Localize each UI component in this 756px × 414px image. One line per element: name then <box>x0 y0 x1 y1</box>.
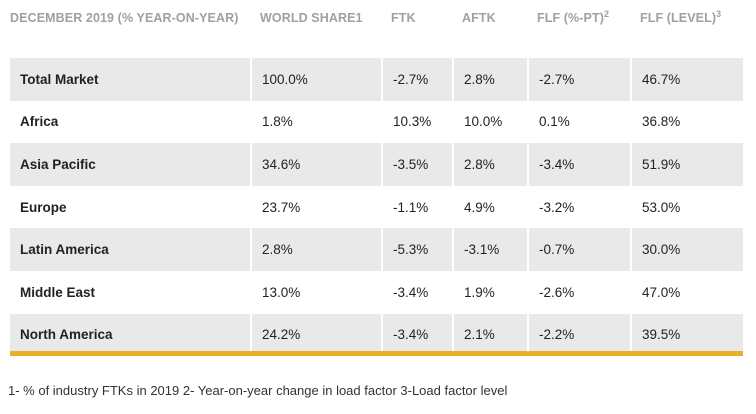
footnote-marker-3: 3 <box>716 8 722 19</box>
cell-aftk: 4.9% <box>452 185 527 229</box>
table-row: Total Market 100.0% -2.7% 2.8% -2.7% 46.7% <box>10 58 743 101</box>
table-row: Asia Pacific 34.6% -3.5% 2.8% -3.4% 51.9% <box>10 143 743 186</box>
cell-region: Asia Pacific <box>10 143 250 186</box>
cell-aftk: 2.1% <box>452 313 527 357</box>
cell-world-share: 23.7% <box>250 185 381 229</box>
cell-flf-level: 47.0% <box>630 270 743 314</box>
cell-flf-level: 30.0% <box>630 228 743 271</box>
cell-aftk: 10.0% <box>452 100 527 144</box>
cell-flf-pt: -2.6% <box>527 270 630 314</box>
accent-bar <box>10 351 743 356</box>
table-row: Middle East 13.0% -3.4% 1.9% -2.6% 47.0% <box>10 270 743 314</box>
cell-region: Europe <box>10 185 250 229</box>
table-header-row: DECEMBER 2019 (% YEAR-ON-YEAR) WORLD SHA… <box>10 0 743 58</box>
table-row: Latin America 2.8% -5.3% -3.1% -0.7% 30.0% <box>10 228 743 271</box>
cell-world-share: 13.0% <box>250 270 381 314</box>
cell-ftk: -3.4% <box>381 313 452 357</box>
cell-world-share: 34.6% <box>250 143 381 186</box>
cell-flf-level: 36.8% <box>630 100 743 144</box>
header-world-share: WORLD SHARE1 <box>260 11 363 25</box>
table-row: North America 24.2% -3.4% 2.1% -2.2% 39.5% <box>10 313 743 357</box>
table-footnote: 1- % of industry FTKs in 2019 2- Year-on… <box>8 383 508 398</box>
header-flf-pt: FLF (%-PT)2 <box>537 8 610 25</box>
footnote-marker-2: 2 <box>603 8 610 19</box>
cell-region: Total Market <box>10 58 250 101</box>
cell-flf-level: 51.9% <box>630 143 743 186</box>
cell-flf-pt: -2.7% <box>527 58 630 101</box>
cell-aftk: -3.1% <box>452 228 527 271</box>
cell-aftk: 2.8% <box>452 58 527 101</box>
header-aftk: AFTK <box>462 11 496 25</box>
table-row: Europe 23.7% -1.1% 4.9% -3.2% 53.0% <box>10 185 743 229</box>
header-ftk: FTK <box>391 11 416 25</box>
cell-world-share: 2.8% <box>250 228 381 271</box>
header-flf-level: FLF (LEVEL)3 <box>640 8 722 25</box>
cell-ftk: -1.1% <box>381 185 452 229</box>
cell-ftk: -2.7% <box>381 58 452 101</box>
cell-flf-pt: -3.2% <box>527 185 630 229</box>
cell-region: Africa <box>10 100 250 144</box>
cell-world-share: 100.0% <box>250 58 381 101</box>
cell-ftk: -5.3% <box>381 228 452 271</box>
cell-aftk: 2.8% <box>452 143 527 186</box>
cell-flf-pt: -3.4% <box>527 143 630 186</box>
table-body: Total Market 100.0% -2.7% 2.8% -2.7% 46.7% Afr… <box>10 58 743 357</box>
cell-flf-pt: -2.2% <box>527 313 630 357</box>
air-cargo-table-container: DECEMBER 2019 (% YEAR-ON-YEAR) WORLD SHA… <box>10 0 743 357</box>
cell-flf-pt: 0.1% <box>527 100 630 144</box>
cell-ftk: 10.3% <box>381 100 452 144</box>
cell-flf-level: 53.0% <box>630 185 743 229</box>
air-cargo-market-table: DECEMBER 2019 (% YEAR-ON-YEAR) WORLD SHA… <box>10 0 743 357</box>
cell-region: Middle East <box>10 270 250 314</box>
cell-world-share: 24.2% <box>250 313 381 357</box>
cell-ftk: -3.4% <box>381 270 452 314</box>
cell-flf-level: 46.7% <box>630 58 743 101</box>
header-period: DECEMBER 2019 (% YEAR-ON-YEAR) <box>10 11 239 25</box>
cell-region: Latin America <box>10 228 250 271</box>
cell-world-share: 1.8% <box>250 100 381 144</box>
cell-ftk: -3.5% <box>381 143 452 186</box>
cell-flf-pt: -0.7% <box>527 228 630 271</box>
table-row: Africa 1.8% 10.3% 10.0% 0.1% 36.8% <box>10 100 743 144</box>
cell-region: North America <box>10 313 250 357</box>
cell-flf-level: 39.5% <box>630 313 743 357</box>
cell-aftk: 1.9% <box>452 270 527 314</box>
